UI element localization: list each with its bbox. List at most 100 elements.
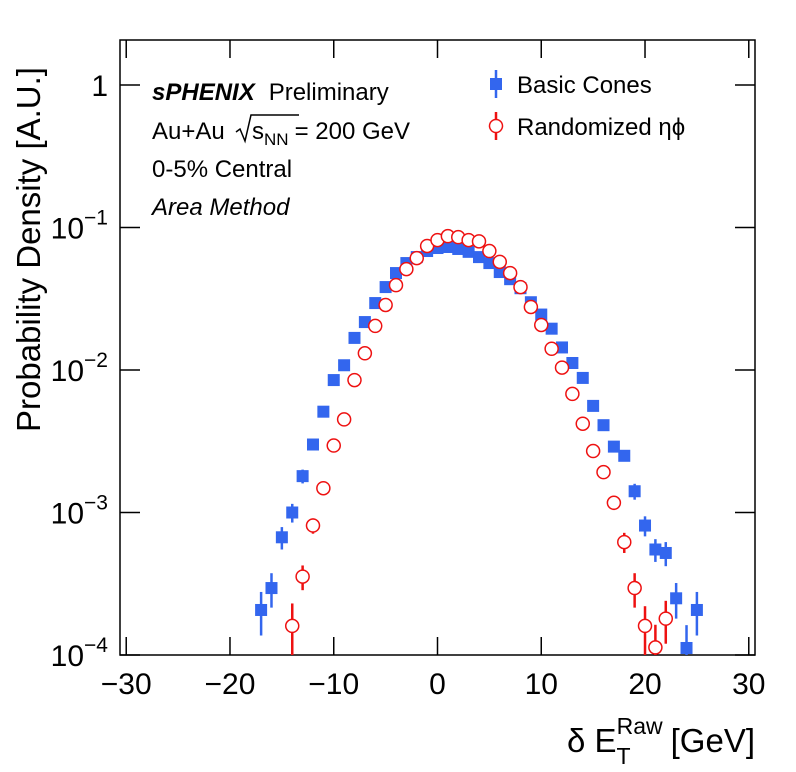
data-point: [316, 480, 331, 496]
annotation: sPHENIX Preliminary: [152, 79, 389, 106]
y-tick-label: 10−2: [51, 349, 108, 388]
data-point: [305, 518, 321, 533]
data-point: [336, 412, 352, 427]
data-point: [534, 317, 549, 333]
x-label-text: δ E: [567, 722, 617, 759]
energy: sNN = 200 GeV: [252, 118, 410, 149]
y-tick-base: 10: [51, 355, 84, 388]
energy-sub: NN: [264, 130, 289, 149]
data-point: [358, 316, 371, 329]
collision: Au+Au: [152, 118, 225, 145]
data-point: [585, 443, 601, 459]
data-point: [286, 506, 299, 519]
data-point: [566, 356, 579, 369]
y-tick-exponent: −4: [84, 634, 108, 657]
y-tick-exponent: −1: [84, 207, 108, 230]
data-point: [471, 234, 487, 249]
data-point: [523, 299, 539, 315]
data-point: [535, 308, 548, 321]
data-point: [367, 318, 383, 334]
data-point: [379, 281, 392, 294]
data-point: [327, 374, 340, 387]
y-tick-label: 1: [91, 70, 108, 103]
data-point: [473, 251, 486, 264]
x-tick-label: 30: [732, 668, 765, 701]
data-point: [284, 618, 300, 634]
data-point: [452, 242, 465, 255]
data-point: [575, 416, 591, 431]
data-point: [306, 438, 319, 451]
sqrt-sign: [235, 114, 299, 144]
data-point: [690, 603, 703, 616]
data-point: [493, 266, 506, 279]
data-point: [597, 419, 610, 432]
legend-marker: [488, 118, 504, 134]
x-tick-label: −30: [101, 668, 152, 701]
x-tick-label: −10: [308, 668, 359, 701]
y-tick-label: 10−1: [51, 207, 108, 246]
data-point: [295, 569, 310, 584]
y-tick-label: 10−3: [51, 492, 108, 531]
data-point: [389, 267, 402, 280]
data-point: [317, 405, 330, 418]
data-point: [369, 297, 382, 310]
data-point: [565, 386, 580, 402]
x-tick-label: 0: [429, 668, 446, 701]
data-point: [275, 531, 288, 544]
y-tick-base: 10: [51, 640, 84, 673]
data-point: [607, 440, 620, 453]
x-label-sup: Raw: [617, 713, 663, 739]
data-point: [388, 277, 404, 293]
data-point: [296, 470, 309, 483]
data-point: [357, 346, 373, 361]
data-point: [618, 449, 631, 462]
data-point: [637, 618, 653, 634]
y-tick-base: 10: [51, 498, 84, 531]
method: Area Method: [150, 194, 290, 221]
y-tick-exponent: −3: [84, 492, 108, 515]
data-point: [658, 611, 674, 626]
data-point: [639, 519, 652, 532]
data-point: [326, 438, 341, 453]
y-tick-label: 10−4: [51, 634, 109, 673]
data-point: [649, 543, 662, 556]
y-tick-exponent: −2: [84, 349, 108, 372]
data-point: [680, 641, 693, 654]
x-tick-label: 20: [628, 668, 661, 701]
x-label-sub: T: [617, 743, 631, 769]
data-point: [483, 257, 496, 270]
data-point: [348, 331, 361, 344]
data-point: [265, 582, 278, 595]
y-tick-base: 10: [51, 213, 84, 246]
data-point: [617, 534, 632, 550]
x-label-unit: [GeV]: [671, 722, 755, 759]
data-point: [399, 261, 414, 277]
data-point: [544, 341, 559, 356]
data-point: [670, 592, 683, 605]
data-point: [627, 580, 642, 596]
data-point: [378, 297, 393, 313]
energy-text: = 200 GeV: [295, 118, 410, 145]
data-point: [513, 279, 528, 295]
data-point: [492, 254, 508, 270]
data-point: [576, 371, 589, 384]
data-point: [606, 495, 622, 511]
x-axis-label: δ ET Raw [GeV]: [567, 713, 755, 769]
data-point: [441, 240, 454, 253]
energy-symbol: s: [252, 118, 264, 145]
status: Preliminary: [269, 79, 389, 106]
legend-label: Basic Cones: [517, 72, 652, 99]
data-point: [502, 265, 518, 281]
x-tick-label: 10: [525, 668, 558, 701]
legend-marker: [490, 78, 502, 90]
y-axis-label: Probability Density [A.U.]: [10, 67, 47, 432]
data-point: [659, 546, 672, 559]
data-point: [628, 485, 641, 498]
data-point: [554, 360, 570, 375]
x-tick-label: −20: [205, 668, 256, 701]
data-point: [462, 245, 475, 258]
experiment: sPHENIX: [152, 79, 257, 106]
data-point: [338, 359, 351, 372]
data-point: [596, 464, 611, 480]
